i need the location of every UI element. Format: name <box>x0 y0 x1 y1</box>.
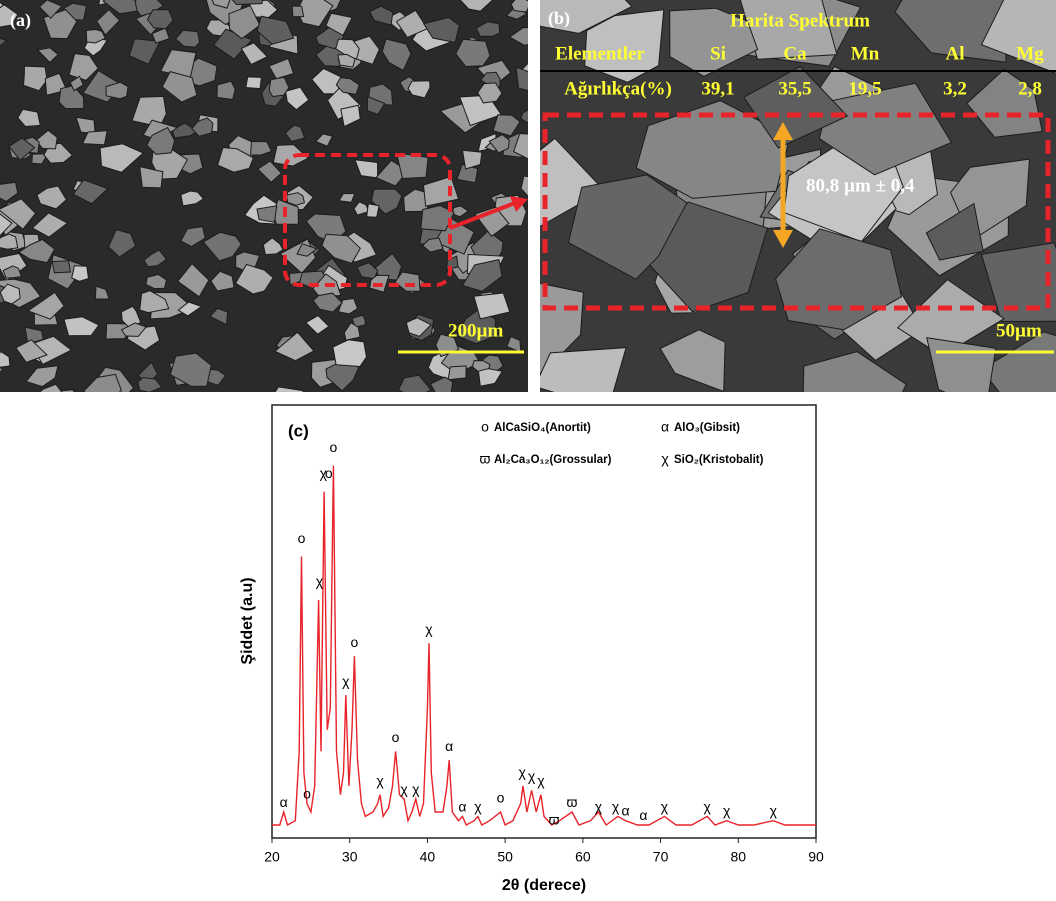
peak-label: o <box>497 790 505 806</box>
particle <box>448 366 466 380</box>
peak-label: χ <box>595 798 603 814</box>
x-tick-label: 40 <box>420 849 436 865</box>
particle <box>535 348 626 409</box>
table-header: Si <box>710 43 726 64</box>
peak-label: o <box>298 530 306 546</box>
peak-label: χ <box>400 781 408 797</box>
peak-label: o <box>392 729 400 745</box>
table-cell: 35,5 <box>778 78 811 99</box>
peak-label: o <box>350 634 358 650</box>
legend-label: SiO₂(Kristobalit) <box>674 454 764 466</box>
peak-label: ϖ <box>567 794 578 810</box>
particle <box>927 338 996 410</box>
figure: (a) 200µm 80,8 µm ± 0,4 (b) Harita Spekt… <box>0 0 1056 901</box>
x-axis-title: 2θ (derece) <box>502 877 586 894</box>
peak-label: o <box>303 785 311 801</box>
peak-label: χ <box>376 772 384 788</box>
peak-label: χ <box>474 798 482 814</box>
scale-label: 50µm <box>996 320 1042 341</box>
peak-label: χ <box>316 573 324 589</box>
peak-label: α <box>445 738 453 754</box>
peak-label: χ <box>519 764 527 780</box>
x-tick-label: 30 <box>342 849 358 865</box>
table-cell: 19,5 <box>848 78 881 99</box>
peak-label: o <box>325 465 333 481</box>
peak-label: α <box>622 803 630 819</box>
peak-label: α <box>458 798 466 814</box>
table-header: Al <box>946 43 965 64</box>
x-tick-label: 80 <box>730 849 746 865</box>
legend-symbol: α <box>661 419 669 435</box>
legend-symbol: o <box>481 419 489 435</box>
peak-label: α <box>639 807 647 823</box>
particle <box>511 0 530 12</box>
table-title: Harita Spektrum <box>730 10 870 31</box>
legend-symbol: ϖ <box>480 451 491 467</box>
peak-label: χ <box>528 768 536 784</box>
peak-label: χ <box>770 803 778 819</box>
legend-symbol: χ <box>661 451 669 467</box>
particle <box>58 390 79 406</box>
table-header: Mg <box>1016 43 1044 64</box>
peak-label: χ <box>425 621 433 637</box>
peak-label: χ <box>661 798 669 814</box>
x-tick-label: 90 <box>808 849 824 865</box>
peak-label: χ <box>537 772 545 788</box>
particle <box>257 206 277 222</box>
table-header: Elementler <box>555 43 645 64</box>
page: {"panels":{ "a":{"label":"(a)","scale_ba… <box>0 0 1056 901</box>
measurement: 80,8 µm ± 0,4 <box>806 175 915 196</box>
panel-label: (b) <box>548 8 570 29</box>
particle <box>367 204 379 218</box>
peak-label: χ <box>704 798 712 814</box>
peak-label: χ <box>412 781 420 797</box>
particle <box>246 77 262 89</box>
particle <box>0 234 18 249</box>
table-cell: 2,8 <box>1018 78 1042 99</box>
particle <box>292 6 303 17</box>
peak-label: α <box>280 794 288 810</box>
x-tick-label: 20 <box>264 849 280 865</box>
peak-label: χ <box>612 798 620 814</box>
legend-label: AlCaSiO₄(Anortit) <box>494 422 591 434</box>
y-axis-title: Şiddet (a.u) <box>239 577 256 664</box>
table-header: Mn <box>851 43 880 64</box>
panel-label: (a) <box>10 10 31 31</box>
particle <box>217 81 235 99</box>
table-cell: 39,1 <box>701 78 734 99</box>
particle <box>72 266 89 282</box>
legend-label: AlO₃(Gibsit) <box>674 422 740 434</box>
scale-label: 200µm <box>448 320 503 341</box>
peak-label: χ <box>342 673 350 689</box>
peak-label: ϖ <box>549 811 560 827</box>
x-tick-label: 60 <box>575 849 591 865</box>
x-tick-label: 50 <box>497 849 513 865</box>
table-cell: 3,2 <box>943 78 967 99</box>
panel-label: (c) <box>288 421 309 440</box>
particle <box>52 261 70 273</box>
legend-label: Al₂Ca₃O₁₂(Grossular) <box>494 454 612 466</box>
table-cell: Ağırlıkça(%) <box>564 78 672 99</box>
x-tick-label: 70 <box>653 849 669 865</box>
table-header: Ca <box>783 43 807 64</box>
peak-label: χ <box>723 803 731 819</box>
peak-label: o <box>329 439 337 455</box>
